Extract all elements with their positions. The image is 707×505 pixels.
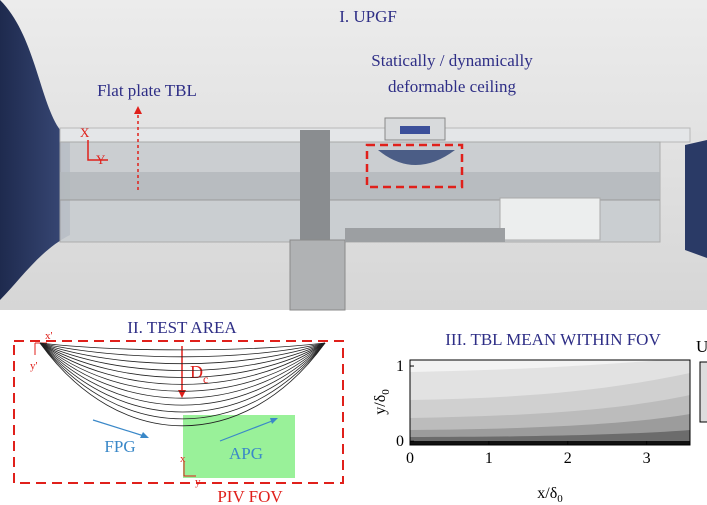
fov-label: PIV FOV	[217, 487, 283, 505]
text-part: 0	[380, 389, 392, 395]
y-tick-label: 1	[396, 358, 404, 375]
x-tick-label: 0	[406, 450, 414, 467]
fpg-label: FPG	[104, 437, 135, 456]
x-tick-label: 1	[485, 450, 493, 467]
y-axis-label: y/δ0	[372, 389, 392, 415]
axis-label: x'	[45, 330, 53, 342]
panel-title: I. UPGF	[339, 7, 397, 26]
colorbar-label: U	[696, 337, 707, 356]
test-area: II. TEST AREA Dc FPG APG x y x' y' PIV F…	[14, 318, 343, 505]
panel-title: III. TBL MEAN WITHIN FOV	[445, 330, 661, 349]
figure: X Y I. UPGF Statically / dynamically def…	[0, 0, 707, 505]
x-tick-label: 2	[564, 450, 572, 467]
shape	[685, 140, 707, 258]
x-axis-label: x/δ0	[537, 485, 563, 505]
axis-label: x	[180, 453, 186, 465]
shape	[500, 198, 600, 240]
x-tick-label: 3	[643, 450, 651, 467]
apg-label: APG	[229, 444, 263, 463]
shape	[410, 441, 690, 445]
axis-label: y'	[30, 360, 38, 372]
text-part: D	[190, 362, 203, 382]
shape	[300, 130, 330, 242]
shape	[60, 128, 690, 142]
axis-label: y	[195, 476, 201, 488]
shape	[410, 358, 690, 445]
axis-label: Y	[96, 152, 106, 167]
text-part: 0	[557, 493, 563, 505]
axis-label: X	[80, 125, 90, 140]
text-part: y/δ	[372, 395, 389, 415]
depth-label: Dc	[190, 362, 208, 386]
ceiling-label: deformable ceiling	[388, 77, 516, 96]
shape	[700, 362, 707, 422]
y-tick-label: 0	[396, 433, 404, 450]
shape	[400, 126, 430, 134]
plate-label: Flat plate TBL	[97, 81, 197, 100]
text-part: x/δ	[537, 485, 557, 502]
render: X Y I. UPGF Statically / dynamically def…	[0, 0, 707, 310]
shape	[93, 420, 144, 436]
panel-title: II. TEST AREA	[127, 318, 237, 337]
ceiling-label: Statically / dynamically	[371, 51, 533, 70]
shape	[345, 228, 505, 242]
shape	[60, 172, 660, 200]
shape	[290, 240, 345, 310]
